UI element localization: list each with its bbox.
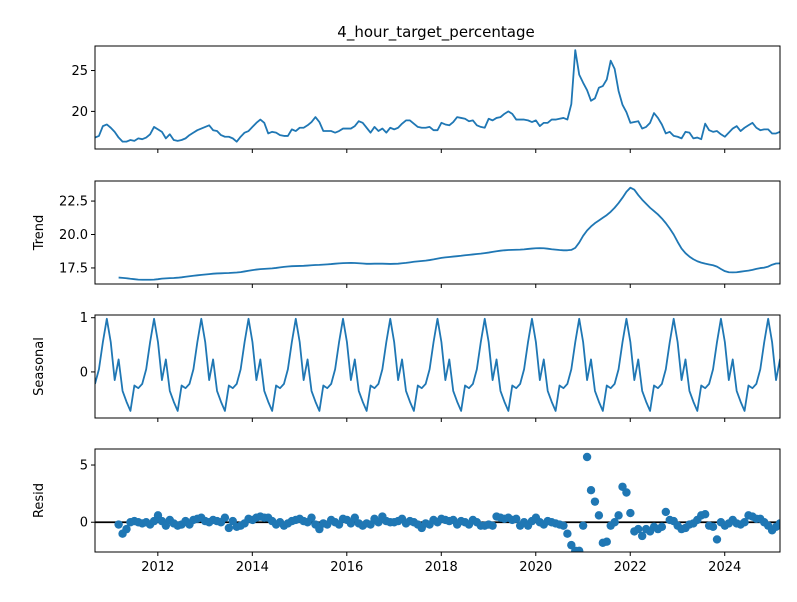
x-tick-label: 2014	[236, 560, 269, 575]
trend-plot-area	[118, 186, 780, 281]
resid-point	[637, 531, 647, 541]
x-tick-label: 2016	[330, 560, 363, 575]
trend-series-line	[118, 186, 780, 281]
resid-point	[740, 518, 749, 527]
trend-axes-frame	[94, 180, 781, 285]
resid-point	[775, 519, 780, 528]
resid-point	[610, 518, 619, 527]
resid-point	[224, 523, 234, 533]
y-tick-label: 22.5	[59, 195, 88, 210]
resid-point	[582, 452, 592, 462]
y-tick-label: 1	[80, 311, 88, 326]
x-tick-label: 2022	[614, 560, 647, 575]
x-tick-label: 2012	[141, 560, 174, 575]
resid-point	[590, 497, 600, 506]
resid-point	[634, 524, 643, 534]
resid-point	[220, 513, 230, 522]
resid-plot-area	[95, 452, 780, 552]
resid-point	[626, 508, 635, 518]
panel-seasonal: 0 1 Seasonal	[32, 311, 781, 422]
seasonal-plot-area	[95, 317, 780, 412]
resid-point	[622, 488, 631, 497]
resid-point	[512, 514, 521, 524]
resid-point	[575, 546, 584, 552]
y-tick-label: 20	[71, 105, 88, 120]
y-tick-label: 0	[80, 365, 88, 380]
resid-point	[594, 511, 604, 520]
y-tick-label: 5	[80, 459, 88, 474]
resid-point	[559, 521, 568, 530]
resid-point	[114, 520, 123, 529]
y-tick-label: 20.0	[59, 228, 88, 243]
y-tick-label: 25	[71, 64, 88, 79]
trend-ylabel: Trend	[32, 215, 47, 252]
resid-point	[563, 529, 572, 538]
x-tick-label: 2024	[708, 560, 741, 575]
resid-point	[712, 535, 722, 544]
resid-point	[602, 537, 611, 546]
y-tick-label: 0	[80, 516, 88, 531]
resid-point	[578, 521, 588, 530]
observed-series-line	[95, 49, 780, 143]
resid-point	[614, 511, 623, 520]
observed-axes-frame	[94, 45, 781, 150]
resid-ylabel: Resid	[32, 483, 47, 518]
seasonal-ylabel: Seasonal	[32, 337, 47, 396]
y-tick-label: 17.5	[59, 261, 88, 276]
panel-resid: 0 5 2012 2014 2016 2018 2020 2022 2024 Resid	[32, 448, 781, 575]
panel-trend: 17.5 20.0 22.5 Trend	[32, 180, 781, 288]
x-tick-label: 2018	[425, 560, 458, 575]
resid-point	[700, 510, 710, 519]
resid-point	[708, 522, 718, 532]
resid-point	[488, 521, 497, 530]
resid-point	[657, 522, 667, 532]
resid-axes-frame	[94, 448, 781, 553]
resid-point	[307, 513, 316, 522]
observed-plot-area	[95, 49, 780, 143]
chart-title: 4_hour_target_percentage	[337, 23, 534, 42]
resid-point	[586, 486, 596, 495]
x-tick-label: 2020	[519, 560, 552, 575]
seasonal-axes-frame	[94, 314, 781, 419]
resid-point	[661, 507, 671, 517]
resid-point	[122, 524, 131, 534]
seasonal-series-line	[95, 317, 780, 412]
